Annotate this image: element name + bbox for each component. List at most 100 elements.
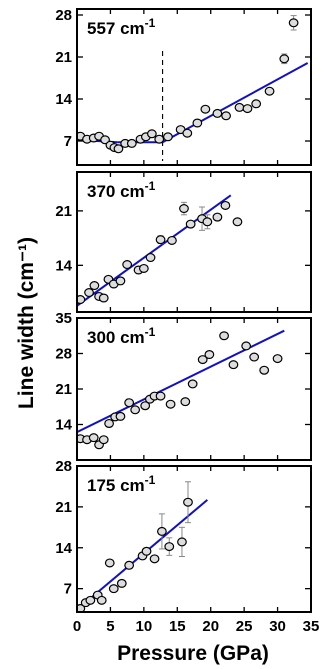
data-point-26	[279, 54, 290, 64]
data-point-25	[264, 86, 275, 96]
y-axis-title: Line width (cm⁻¹)	[15, 237, 38, 409]
panel-plot-area	[77, 481, 209, 612]
data-point-18	[192, 118, 203, 128]
x-axis-title: Pressure (GPa)	[117, 642, 269, 665]
y-tick-label: 21	[55, 203, 72, 220]
panel-label-superscript: -1	[145, 473, 156, 487]
data-point-6	[104, 418, 114, 428]
panel-plot-area	[77, 194, 243, 307]
x-tick-label: 20	[202, 618, 219, 635]
y-tick-label: 28	[55, 458, 72, 475]
data-point-15	[163, 132, 173, 142]
data-point-14	[164, 542, 175, 552]
x-tick-label: 30	[269, 618, 286, 635]
data-point-21	[221, 111, 231, 121]
data-point-10	[126, 138, 137, 148]
data-point-9	[122, 260, 133, 270]
data-point-1	[77, 295, 86, 305]
y-tick-label: 7	[64, 581, 72, 598]
data-point-19	[212, 212, 223, 222]
panel-3: 14 21 28 35 300 cm-1	[55, 310, 312, 461]
x-tick-label: 5	[106, 618, 114, 635]
data-point-2	[84, 288, 94, 298]
data-point-5	[100, 135, 110, 145]
panel-frame	[76, 8, 312, 166]
panel-label-superscript: -1	[145, 179, 156, 193]
panel-label: 557 cm-1	[87, 16, 156, 38]
data-point-5	[96, 595, 107, 605]
data-point-14	[155, 391, 166, 401]
panel-label-text: 300 cm	[87, 328, 145, 347]
data-point-9	[124, 398, 135, 408]
data-point-8	[113, 144, 124, 154]
data-point-17	[187, 379, 198, 389]
y-tick-label: 35	[55, 310, 72, 327]
x-tick-label: 15	[169, 618, 186, 635]
data-point-12	[149, 554, 160, 564]
data-point-5	[98, 293, 109, 303]
panel-frame	[76, 171, 312, 313]
data-point-21	[228, 360, 239, 370]
x-tick-label: 0	[73, 618, 81, 635]
data-point-3	[89, 281, 100, 291]
fit-line-segment-1	[77, 194, 232, 307]
panel-plot-area	[77, 329, 285, 450]
y-tick-label: 7	[64, 133, 72, 150]
data-point-16	[185, 219, 196, 229]
data-point-21	[232, 217, 243, 227]
data-point-18	[197, 355, 208, 365]
data-point-24	[251, 99, 262, 109]
data-point-7	[108, 584, 119, 594]
data-point-8	[116, 578, 127, 588]
data-point-3	[85, 595, 96, 605]
data-point-20	[212, 108, 223, 118]
data-point-18	[202, 217, 213, 227]
panel-label: 300 cm-1	[87, 325, 156, 347]
panel-label: 175 cm-1	[87, 473, 156, 495]
y-tick-label: 21	[55, 499, 72, 516]
panel-label-superscript: -1	[145, 16, 156, 30]
data-point-15	[177, 537, 187, 547]
data-point-19	[200, 104, 211, 114]
data-point-27	[288, 18, 299, 28]
y-tick-label: 14	[55, 417, 72, 434]
panel-2: 14 21 370 cm-1	[55, 171, 312, 313]
data-point-12	[145, 253, 156, 263]
data-point-20	[219, 331, 229, 341]
data-point-13	[146, 129, 157, 139]
data-point-14	[167, 235, 177, 245]
data-point-23	[242, 104, 253, 114]
x-tick-label: 10	[136, 618, 153, 635]
data-point-22	[241, 341, 252, 351]
y-tick-label: 28	[55, 7, 72, 24]
data-point-24	[259, 365, 270, 375]
y-tick-label: 14	[55, 540, 72, 557]
data-point-11	[138, 263, 149, 273]
data-point-6	[104, 558, 115, 568]
panel-label-text: 370 cm	[87, 182, 145, 201]
data-point-13	[157, 526, 167, 536]
panel-label-text: 557 cm	[87, 19, 145, 38]
data-point-16	[180, 397, 191, 407]
data-point-15	[165, 399, 176, 409]
y-tick-label: 21	[55, 381, 72, 398]
data-point-11	[140, 401, 151, 411]
y-tick-label: 21	[55, 49, 72, 66]
panel-1: 7 14 21 28 557 cm-1	[55, 7, 312, 166]
panel-label: 370 cm-1	[87, 179, 156, 201]
panel-frame	[76, 465, 312, 613]
data-point-5	[98, 435, 109, 445]
data-point-10	[130, 405, 141, 415]
data-point-9	[124, 560, 135, 570]
data-point-13	[155, 235, 166, 245]
data-point-15	[179, 204, 189, 214]
data-point-25	[272, 354, 283, 364]
panel-label-superscript: -1	[145, 325, 156, 339]
data-point-19	[204, 350, 215, 360]
data-point-8	[115, 276, 126, 286]
x-tick-label: 25	[236, 618, 253, 635]
data-point-20	[220, 200, 231, 210]
data-point-22	[234, 102, 245, 112]
